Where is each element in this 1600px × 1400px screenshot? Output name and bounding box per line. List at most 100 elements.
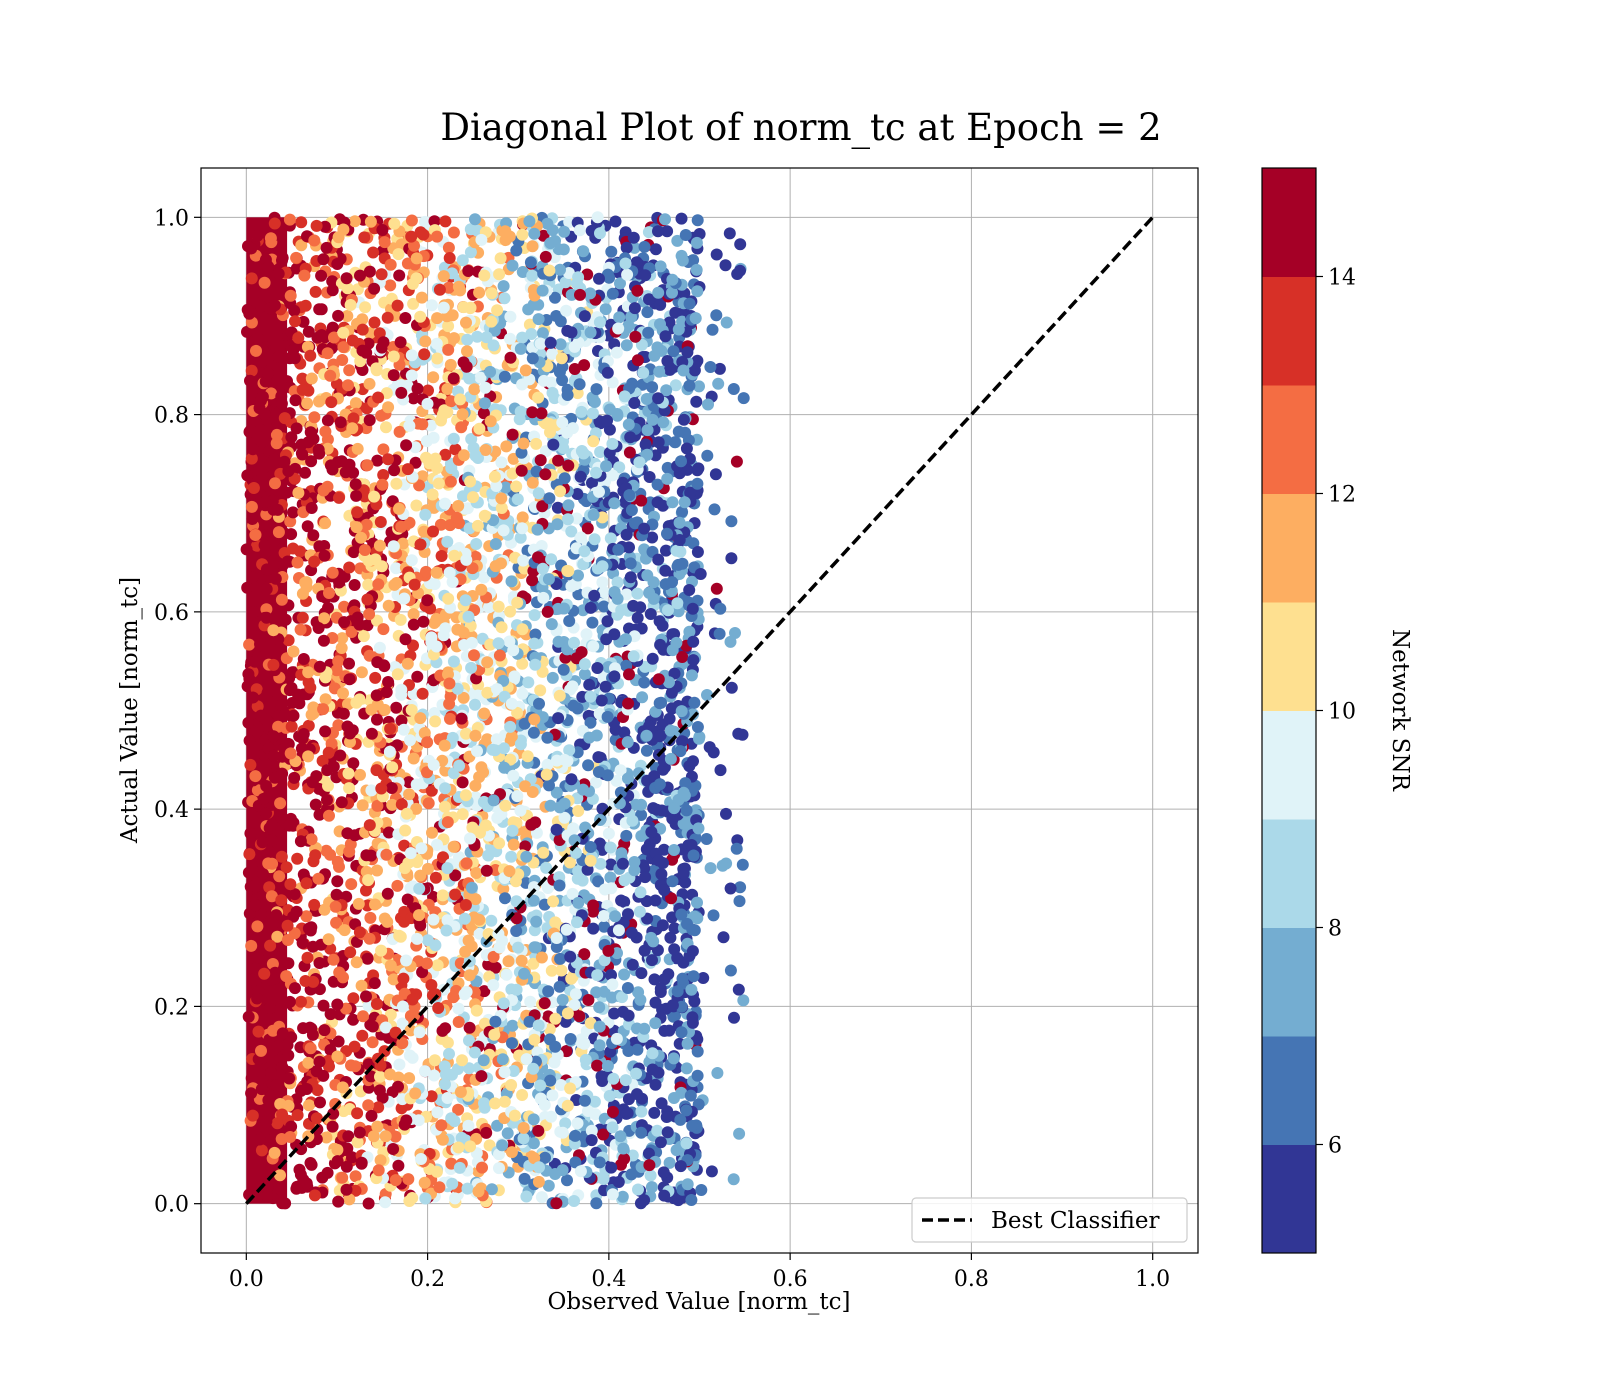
scatter-point	[458, 449, 470, 462]
scatter-point	[356, 344, 369, 357]
scatter-point	[245, 364, 258, 377]
scatter-point	[288, 304, 301, 317]
scatter-point	[260, 713, 273, 726]
scatter-point	[652, 286, 665, 299]
scatter-point	[528, 227, 541, 240]
scatter-point	[530, 915, 543, 928]
scatter-point	[551, 518, 564, 531]
scatter-point	[622, 418, 635, 431]
scatter-point	[572, 805, 585, 817]
scatter-point	[425, 299, 438, 312]
scatter-point	[561, 426, 574, 439]
scatter-point	[678, 789, 691, 802]
scatter-point	[622, 697, 635, 710]
scatter-point	[505, 850, 518, 863]
scatter-point	[443, 697, 456, 710]
scatter-point	[367, 1130, 380, 1143]
scatter-point	[456, 776, 469, 789]
scatter-point	[593, 837, 606, 850]
scatter-point	[514, 342, 527, 355]
scatter-point	[657, 763, 669, 776]
scatter-point	[526, 240, 539, 253]
scatter-point	[591, 211, 604, 224]
scatter-point	[659, 213, 671, 226]
scatter-point	[292, 331, 305, 344]
scatter-point	[589, 776, 602, 789]
scatter-point	[691, 1045, 704, 1058]
scatter-point	[313, 540, 326, 553]
scatter-point	[456, 254, 469, 267]
scatter-point	[505, 730, 518, 743]
scatter-point	[339, 466, 352, 479]
scatter-point	[651, 1124, 664, 1137]
scatter-point	[384, 959, 397, 972]
scatter-point	[390, 701, 403, 714]
scatter-point	[526, 574, 539, 587]
scatter-point	[602, 827, 615, 840]
scatter-point	[516, 657, 529, 670]
scatter-point	[527, 726, 540, 739]
scatter-point	[603, 403, 616, 416]
scatter-point	[499, 892, 511, 905]
scatter-point	[616, 991, 628, 1004]
scatter-point	[605, 882, 618, 895]
scatter-point	[578, 359, 591, 372]
scatter-point	[571, 387, 584, 400]
scatter-point	[411, 932, 424, 945]
scatter-point	[676, 557, 689, 570]
scatter-point	[285, 1120, 298, 1133]
scatter-point	[259, 546, 272, 559]
scatter-point	[358, 231, 371, 244]
scatter-point	[248, 973, 261, 986]
scatter-point	[652, 553, 665, 566]
scatter-point	[267, 624, 280, 637]
scatter-point	[489, 1097, 501, 1110]
scatter-point	[546, 386, 559, 399]
scatter-point	[365, 727, 378, 740]
scatter-point	[488, 470, 501, 483]
scatter-point	[407, 618, 420, 631]
scatter-point	[288, 888, 301, 901]
scatter-point	[365, 1109, 378, 1122]
scatter-point	[441, 862, 454, 875]
scatter-point	[281, 555, 294, 568]
scatter-point	[243, 848, 256, 861]
scatter-point	[507, 769, 520, 782]
scatter-point	[586, 407, 599, 420]
scatter-point	[336, 1081, 349, 1094]
scatter-point	[276, 1108, 289, 1121]
scatter-point	[344, 299, 357, 311]
scatter-point	[392, 1159, 405, 1172]
scatter-point	[359, 301, 372, 314]
scatter-point	[666, 273, 679, 286]
scatter-point	[413, 882, 426, 895]
scatter-point	[355, 979, 368, 992]
scatter-point	[712, 377, 725, 390]
scatter-point	[354, 269, 366, 282]
scatter-point	[514, 738, 527, 751]
scatter-point	[598, 920, 611, 933]
scatter-point	[574, 1165, 587, 1178]
scatter-point	[418, 1176, 431, 1189]
scatter-point	[593, 1020, 606, 1033]
scatter-point	[298, 269, 311, 282]
scatter-point	[347, 757, 360, 770]
scatter-point	[360, 849, 373, 862]
scatter-point	[380, 686, 393, 699]
scatter-point	[445, 395, 458, 408]
scatter-point	[615, 1158, 627, 1171]
scatter-point	[707, 746, 720, 759]
scatter-point	[648, 973, 661, 986]
scatter-point	[608, 586, 621, 598]
scatter-point	[656, 919, 669, 932]
scatter-point	[686, 1016, 699, 1029]
scatter-point	[659, 330, 672, 343]
scatter-point	[684, 1089, 697, 1102]
scatter-point	[404, 847, 417, 860]
scatter-point	[306, 776, 319, 789]
scatter-point	[252, 1025, 265, 1038]
scatter-point	[475, 1070, 488, 1083]
scatter-point	[607, 567, 620, 580]
scatter-point	[381, 915, 394, 928]
scatter-point	[550, 1197, 563, 1210]
